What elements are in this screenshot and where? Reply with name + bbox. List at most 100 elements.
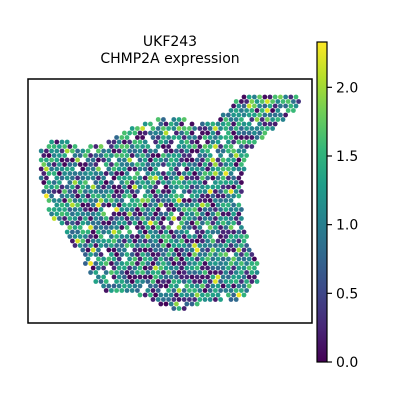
spot [124, 144, 130, 149]
spot [174, 292, 179, 298]
spot [142, 220, 148, 226]
spot [231, 229, 237, 235]
spot [205, 238, 211, 244]
spot [153, 193, 159, 199]
spot [163, 175, 169, 181]
spot [205, 247, 211, 253]
spot [244, 270, 250, 275]
spot [226, 238, 231, 244]
spot [135, 207, 140, 212]
spot [275, 99, 281, 104]
spot [54, 139, 60, 145]
spot [231, 148, 237, 154]
spot [106, 184, 112, 190]
spot [192, 189, 198, 194]
spot [67, 162, 73, 167]
spot [129, 243, 135, 248]
spot [184, 184, 190, 190]
spot [192, 144, 198, 149]
spot [88, 216, 93, 221]
spot [59, 193, 65, 199]
spot [119, 135, 125, 140]
spot [265, 108, 270, 113]
spot [218, 279, 224, 284]
spot [90, 238, 96, 244]
spot [88, 144, 93, 149]
spot [236, 112, 242, 118]
spot [80, 247, 86, 253]
spot [49, 148, 54, 154]
spot [96, 166, 101, 172]
spot [150, 261, 156, 266]
spot [145, 216, 151, 221]
spot [207, 144, 213, 149]
spot [278, 103, 283, 109]
spot [124, 180, 130, 185]
spot [111, 202, 117, 208]
spot [187, 216, 192, 221]
spot [205, 292, 211, 298]
spot [249, 144, 255, 149]
spot [244, 99, 250, 104]
spot [119, 153, 125, 158]
spot [166, 180, 172, 185]
spot [145, 243, 151, 248]
spot [93, 279, 99, 284]
spot [59, 166, 65, 172]
spot [158, 121, 164, 127]
spot [174, 238, 179, 244]
spot [257, 103, 262, 109]
spot [179, 157, 185, 163]
spot [249, 108, 255, 113]
spot [72, 189, 78, 194]
spot [38, 175, 44, 181]
spot [70, 193, 75, 199]
spot [140, 225, 146, 230]
spot [132, 193, 138, 199]
spot [62, 171, 67, 176]
spot [215, 211, 221, 217]
spot [109, 216, 114, 221]
spot [171, 117, 177, 122]
spot [98, 189, 104, 194]
spot [101, 211, 106, 217]
spot [233, 297, 239, 302]
spot [259, 126, 265, 131]
spot [88, 261, 93, 266]
spot [109, 225, 114, 230]
spot [223, 189, 229, 194]
spot [220, 283, 226, 289]
spot [145, 207, 151, 212]
spot [155, 117, 161, 122]
spot [161, 252, 166, 257]
spot [129, 234, 135, 239]
spot [218, 162, 224, 167]
spot [213, 189, 218, 194]
spot [67, 207, 73, 212]
spot [197, 225, 203, 230]
spot [163, 193, 169, 199]
spot [150, 162, 156, 167]
spot [194, 274, 200, 280]
spot [140, 261, 146, 266]
spot [83, 171, 88, 176]
spot [168, 220, 174, 226]
spot [244, 135, 250, 140]
spot [96, 229, 101, 235]
spot [114, 225, 119, 230]
spot [96, 256, 101, 262]
spot [228, 288, 234, 293]
spot [218, 198, 224, 203]
spot [135, 198, 140, 203]
spot [236, 256, 242, 262]
spot [210, 247, 216, 253]
spot [179, 184, 185, 190]
spot [140, 216, 146, 221]
spot [132, 184, 138, 190]
spot [51, 180, 57, 185]
spot [145, 288, 151, 293]
spot [197, 171, 203, 176]
spot [202, 198, 208, 203]
spot [189, 148, 195, 154]
spot [132, 166, 138, 172]
